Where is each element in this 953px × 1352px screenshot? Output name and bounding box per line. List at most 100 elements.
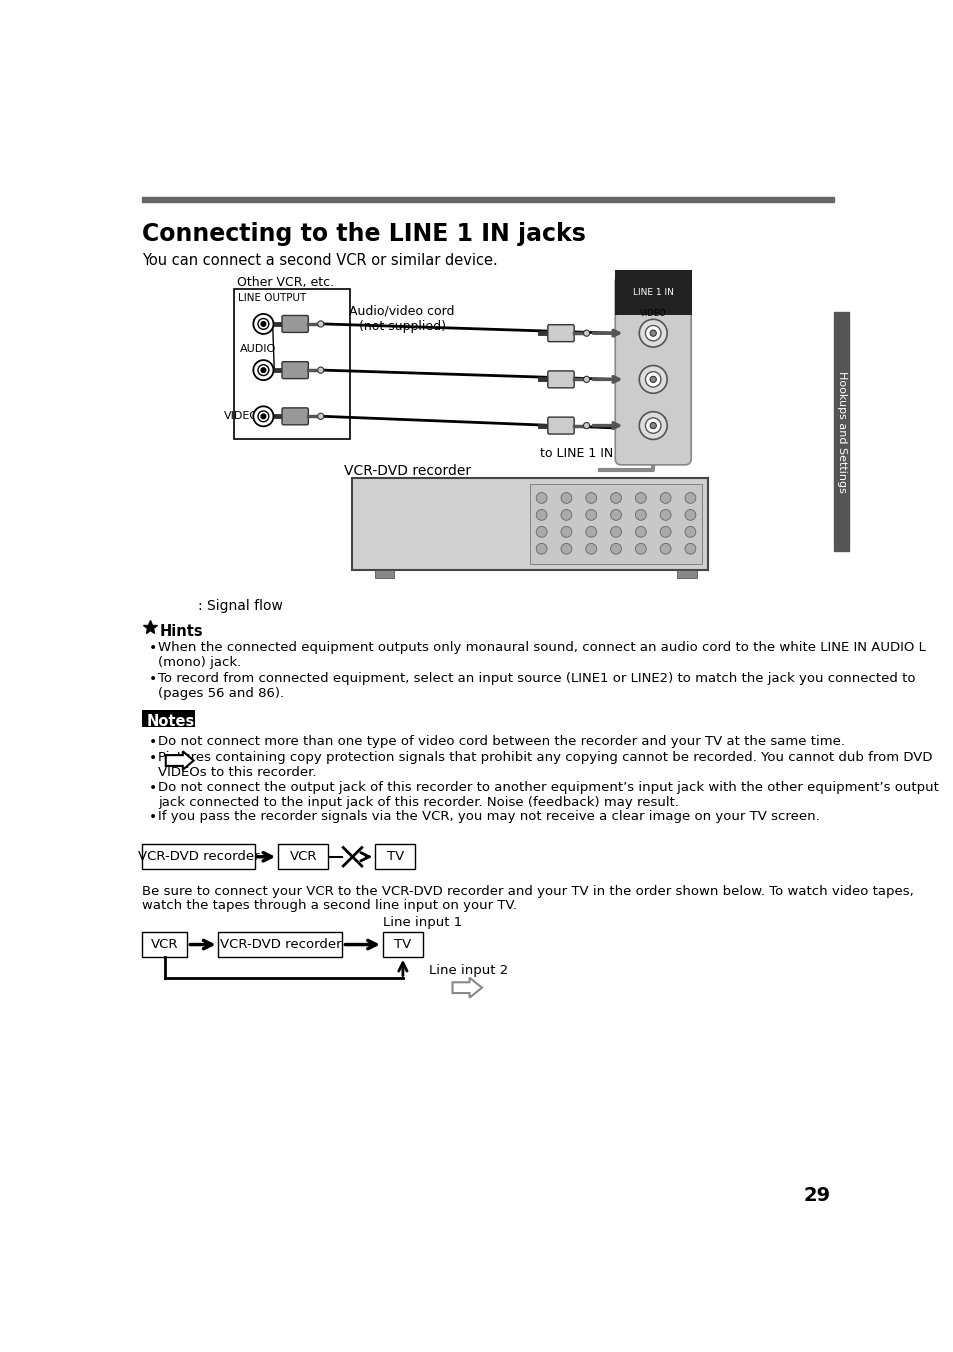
Circle shape	[639, 412, 666, 439]
Circle shape	[659, 510, 670, 521]
Circle shape	[257, 365, 269, 376]
Text: Line input 2: Line input 2	[429, 964, 508, 976]
FancyBboxPatch shape	[282, 315, 308, 333]
Circle shape	[253, 314, 274, 334]
Circle shape	[585, 544, 596, 554]
FancyBboxPatch shape	[142, 933, 187, 957]
Circle shape	[684, 544, 695, 554]
Text: Hints: Hints	[159, 625, 203, 639]
Circle shape	[684, 510, 695, 521]
Text: Do not connect the output jack of this recorder to another equipment’s input jac: Do not connect the output jack of this r…	[158, 780, 938, 808]
Text: TV: TV	[394, 938, 411, 950]
Text: TV: TV	[386, 850, 403, 864]
FancyBboxPatch shape	[375, 845, 415, 869]
Text: Do not connect more than one type of video cord between the recorder and your TV: Do not connect more than one type of vid…	[158, 735, 844, 748]
Bar	[677, 571, 696, 579]
Circle shape	[659, 544, 670, 554]
FancyBboxPatch shape	[282, 408, 308, 425]
Circle shape	[536, 526, 546, 537]
Circle shape	[684, 526, 695, 537]
Text: VCR-DVD recorder: VCR-DVD recorder	[138, 850, 259, 864]
Text: Notes: Notes	[146, 714, 194, 729]
Bar	[375, 571, 394, 579]
Text: •: •	[149, 810, 157, 823]
Circle shape	[583, 376, 589, 383]
Circle shape	[560, 526, 571, 537]
Text: Pictures containing copy protection signals that prohibit any copying cannot be : Pictures containing copy protection sign…	[158, 752, 931, 779]
Text: If you pass the recorder signals via the VCR, you may not receive a clear image : If you pass the recorder signals via the…	[158, 810, 819, 823]
Text: You can connect a second VCR or similar device.: You can connect a second VCR or similar …	[142, 253, 497, 268]
Text: Audio/video cord
(not supplied): Audio/video cord (not supplied)	[349, 304, 455, 333]
Circle shape	[261, 414, 266, 419]
Circle shape	[649, 376, 656, 383]
Circle shape	[585, 510, 596, 521]
Text: To record from connected equipment, select an input source (LINE1 or LINE2) to m: To record from connected equipment, sele…	[158, 672, 915, 700]
Bar	[142, 197, 833, 203]
Text: VCR: VCR	[290, 850, 316, 864]
Bar	[530, 484, 701, 564]
Circle shape	[253, 407, 274, 426]
Circle shape	[583, 423, 589, 429]
Text: to LINE 1 IN: to LINE 1 IN	[539, 448, 613, 460]
Text: LINE OUTPUT: LINE OUTPUT	[237, 293, 306, 303]
Circle shape	[610, 510, 620, 521]
Text: Hookups and Settings: Hookups and Settings	[836, 370, 845, 492]
Circle shape	[257, 319, 269, 330]
Text: •: •	[149, 780, 157, 795]
Text: L: L	[253, 365, 259, 375]
FancyBboxPatch shape	[233, 289, 350, 439]
Circle shape	[536, 544, 546, 554]
Text: AUDIO: AUDIO	[639, 416, 666, 426]
Circle shape	[635, 526, 645, 537]
Circle shape	[261, 322, 266, 326]
Bar	[833, 312, 848, 552]
Circle shape	[536, 492, 546, 503]
Polygon shape	[166, 752, 193, 769]
Circle shape	[536, 510, 546, 521]
FancyBboxPatch shape	[352, 479, 707, 571]
Circle shape	[610, 492, 620, 503]
Circle shape	[635, 510, 645, 521]
Circle shape	[639, 365, 666, 393]
Circle shape	[645, 372, 660, 387]
FancyBboxPatch shape	[547, 324, 574, 342]
Circle shape	[610, 526, 620, 537]
Circle shape	[317, 366, 323, 373]
Text: 29: 29	[802, 1186, 829, 1206]
FancyBboxPatch shape	[142, 711, 195, 727]
Circle shape	[635, 544, 645, 554]
Text: •: •	[149, 641, 157, 656]
Circle shape	[639, 319, 666, 347]
Circle shape	[317, 320, 323, 327]
Circle shape	[257, 411, 269, 422]
Text: AUDIO: AUDIO	[240, 343, 276, 354]
Circle shape	[649, 330, 656, 337]
FancyBboxPatch shape	[282, 362, 308, 379]
Circle shape	[684, 492, 695, 503]
Circle shape	[583, 330, 589, 337]
FancyBboxPatch shape	[218, 933, 342, 957]
Circle shape	[645, 418, 660, 433]
FancyBboxPatch shape	[382, 933, 422, 957]
Text: : Signal flow: : Signal flow	[198, 599, 283, 612]
Text: Connecting to the LINE 1 IN jacks: Connecting to the LINE 1 IN jacks	[142, 222, 586, 246]
Circle shape	[659, 526, 670, 537]
Text: Line input 1: Line input 1	[382, 917, 461, 929]
Circle shape	[261, 368, 266, 372]
Text: VIDEO: VIDEO	[639, 308, 666, 318]
Circle shape	[585, 526, 596, 537]
FancyBboxPatch shape	[547, 418, 574, 434]
Circle shape	[635, 492, 645, 503]
Text: •: •	[149, 735, 157, 749]
Text: VCR-DVD recorder: VCR-DVD recorder	[344, 464, 471, 479]
Text: R: R	[252, 319, 259, 329]
Circle shape	[659, 492, 670, 503]
Circle shape	[560, 544, 571, 554]
Circle shape	[253, 360, 274, 380]
Polygon shape	[452, 977, 481, 998]
Circle shape	[649, 423, 656, 429]
Text: VCR-DVD recorder: VCR-DVD recorder	[219, 938, 341, 950]
Text: Be sure to connect your VCR to the VCR-DVD recorder and your TV in the order sho: Be sure to connect your VCR to the VCR-D…	[142, 884, 913, 913]
Circle shape	[585, 492, 596, 503]
Text: VCR: VCR	[152, 938, 178, 950]
